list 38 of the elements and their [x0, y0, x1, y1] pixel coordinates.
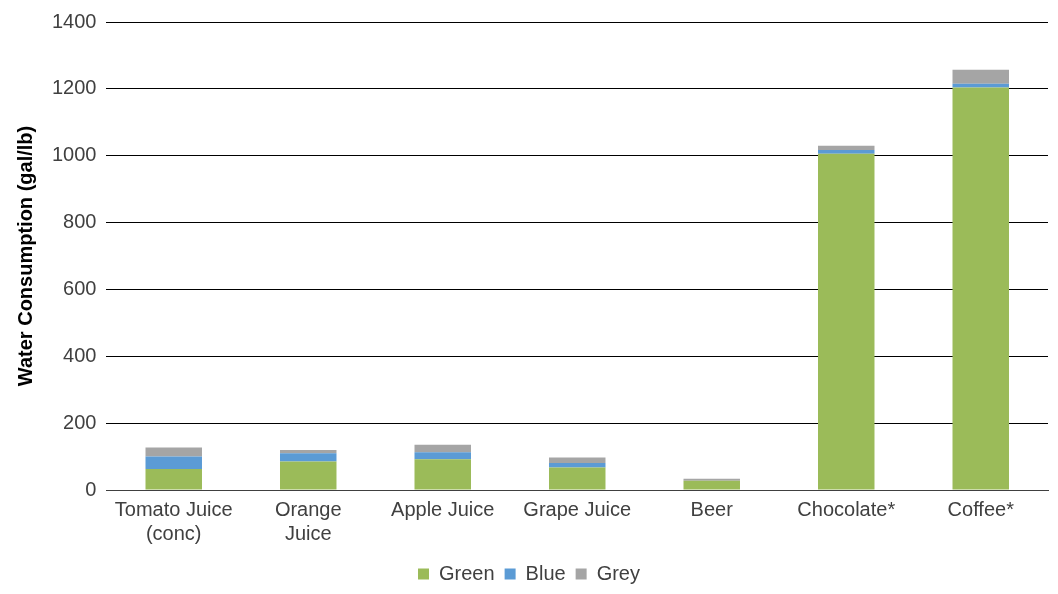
- bar: [683, 480, 740, 490]
- bar: [818, 150, 875, 154]
- y-axis-title: Water Consumption (gal/lb): [13, 125, 36, 387]
- x-tick-label: Apple Juice: [391, 497, 495, 520]
- bar: [145, 468, 202, 490]
- bar: [683, 478, 740, 481]
- x-tick-label: Coffee*: [947, 497, 1015, 520]
- bar: [952, 87, 1009, 490]
- bar: [280, 453, 337, 462]
- bar: [414, 452, 471, 460]
- y-tick-label: 1400: [51, 9, 97, 32]
- bar: [818, 145, 875, 151]
- bar: [952, 83, 1009, 88]
- bar: [145, 447, 202, 457]
- x-tick-label: Chocolate*: [797, 497, 896, 520]
- legend-label: Grey: [596, 561, 640, 584]
- bar: [145, 456, 202, 469]
- bar: [414, 459, 471, 490]
- x-tick-label: Orange Juice: [274, 497, 342, 544]
- y-tick-label: 0: [85, 477, 97, 500]
- x-tick-label: Grape Juice: [523, 497, 632, 520]
- legend-label: Blue: [525, 561, 566, 584]
- y-tick-label: 600: [63, 276, 97, 299]
- x-tick-label: Tomato Juice (conc): [114, 497, 233, 544]
- bar: [549, 467, 606, 490]
- y-tick-label: 200: [63, 410, 97, 433]
- bar: [952, 69, 1009, 84]
- bar: [549, 462, 606, 468]
- y-tick-label: 1000: [51, 143, 97, 166]
- y-tick-label: 1200: [51, 76, 97, 99]
- bar: [414, 444, 471, 453]
- y-tick-label: 800: [63, 210, 97, 233]
- y-tick-label: 400: [63, 343, 97, 366]
- bar: [549, 457, 606, 463]
- bar: [280, 461, 337, 490]
- bar: [818, 153, 875, 490]
- x-tick-label: Beer: [690, 497, 734, 520]
- legend-label: Green: [439, 561, 495, 584]
